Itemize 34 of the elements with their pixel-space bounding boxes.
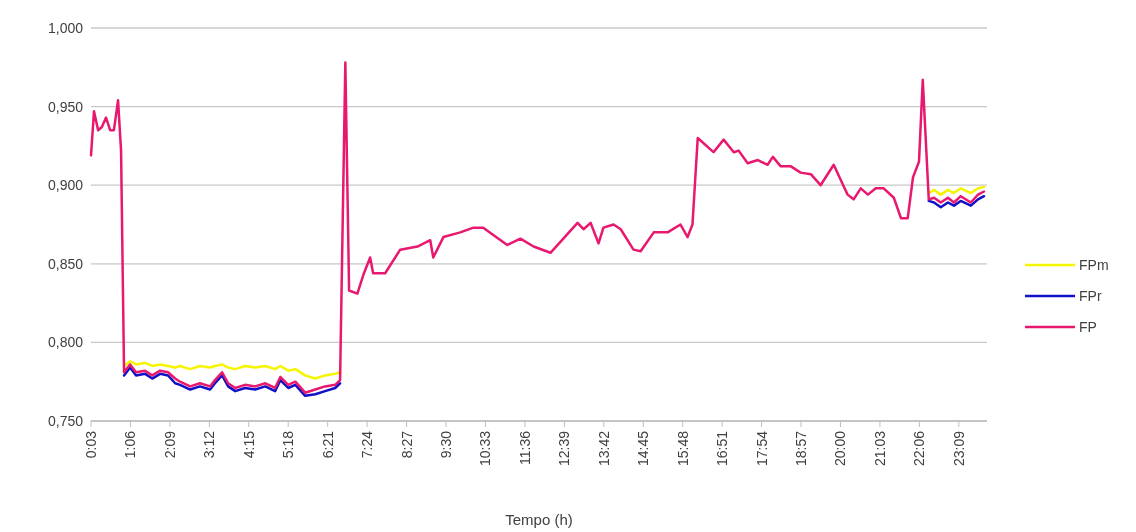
y-tick-label: 0,950 (47, 98, 84, 115)
legend-label: FPm (1079, 257, 1109, 273)
x-tick-label: 9:30 (438, 430, 455, 459)
x-tick-label: 6:21 (319, 430, 336, 459)
y-tick-label: 0,850 (47, 255, 84, 272)
x-tick-label: 21:03 (871, 430, 888, 467)
x-axis-title: Tempo (h) (505, 511, 573, 528)
y-tick-label: 0,900 (47, 177, 84, 194)
x-tick-label: 2:09 (161, 430, 178, 459)
y-tick-label: 0,750 (47, 413, 84, 429)
x-tick-label: 22:06 (911, 430, 928, 467)
x-tick-label: 7:24 (359, 430, 376, 459)
x-tick-label: 18:57 (793, 430, 810, 467)
x-tick-label: 12:39 (556, 430, 573, 467)
x-tick-label: 13:42 (595, 430, 612, 467)
x-tick-label: 5:18 (280, 430, 297, 459)
x-tick-label: 16:51 (714, 430, 731, 467)
x-tick-label: 14:45 (635, 430, 652, 467)
y-tick-label: 0,800 (47, 334, 84, 351)
x-tick-label: 4:15 (240, 430, 257, 459)
x-tick-label: 17:54 (753, 430, 770, 467)
x-tick-label: 20:00 (832, 430, 849, 467)
x-tick-label: 0:03 (83, 430, 99, 459)
x-tick-label: 8:27 (398, 430, 415, 459)
x-tick-label: 1:06 (122, 430, 139, 459)
legend-label: FP (1079, 319, 1097, 335)
legend-label: FPr (1079, 288, 1102, 304)
x-tick-label: 3:12 (201, 430, 218, 459)
x-tick-label: 10:33 (477, 430, 494, 467)
x-tick-label: 23:09 (950, 430, 967, 467)
x-tick-label: 11:36 (516, 430, 533, 465)
line-series (89, 61, 986, 394)
x-tick-label: 15:48 (674, 430, 691, 467)
y-tick-label: 1,000 (47, 20, 84, 36)
